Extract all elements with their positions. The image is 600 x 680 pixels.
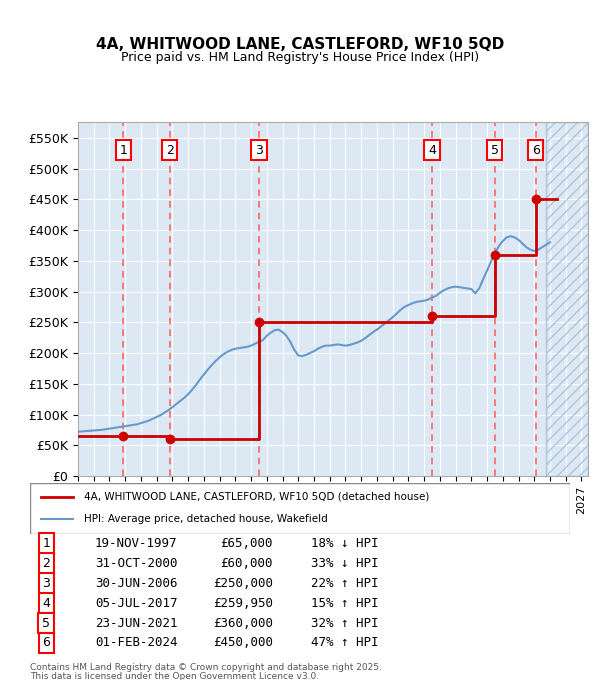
Text: £450,000: £450,000	[213, 636, 273, 649]
Text: 3: 3	[42, 577, 50, 590]
Text: 22% ↑ HPI: 22% ↑ HPI	[311, 577, 379, 590]
Text: 6: 6	[42, 636, 50, 649]
Text: £250,000: £250,000	[213, 577, 273, 590]
Text: 01-FEB-2024: 01-FEB-2024	[95, 636, 178, 649]
Text: 1: 1	[119, 143, 127, 156]
Text: £259,950: £259,950	[213, 597, 273, 610]
Text: 2: 2	[42, 557, 50, 570]
Text: 5: 5	[42, 617, 50, 630]
Text: 3: 3	[255, 143, 263, 156]
FancyBboxPatch shape	[30, 483, 570, 534]
Text: 47% ↑ HPI: 47% ↑ HPI	[311, 636, 379, 649]
Text: 15% ↑ HPI: 15% ↑ HPI	[311, 597, 379, 610]
Text: 4: 4	[428, 143, 436, 156]
Text: 4A, WHITWOOD LANE, CASTLEFORD, WF10 5QD (detached house): 4A, WHITWOOD LANE, CASTLEFORD, WF10 5QD …	[84, 492, 430, 502]
Text: Price paid vs. HM Land Registry's House Price Index (HPI): Price paid vs. HM Land Registry's House …	[121, 51, 479, 64]
Text: £360,000: £360,000	[213, 617, 273, 630]
Text: 31-OCT-2000: 31-OCT-2000	[95, 557, 178, 570]
Text: 23-JUN-2021: 23-JUN-2021	[95, 617, 178, 630]
Text: 05-JUL-2017: 05-JUL-2017	[95, 597, 178, 610]
Text: 1: 1	[42, 537, 50, 550]
Text: 4: 4	[42, 597, 50, 610]
Text: 19-NOV-1997: 19-NOV-1997	[95, 537, 178, 550]
Text: 33% ↓ HPI: 33% ↓ HPI	[311, 557, 379, 570]
Text: HPI: Average price, detached house, Wakefield: HPI: Average price, detached house, Wake…	[84, 513, 328, 524]
Text: 18% ↓ HPI: 18% ↓ HPI	[311, 537, 379, 550]
Text: This data is licensed under the Open Government Licence v3.0.: This data is licensed under the Open Gov…	[30, 672, 319, 680]
Text: Contains HM Land Registry data © Crown copyright and database right 2025.: Contains HM Land Registry data © Crown c…	[30, 663, 382, 672]
Text: 32% ↑ HPI: 32% ↑ HPI	[311, 617, 379, 630]
Text: 5: 5	[491, 143, 499, 156]
Text: 6: 6	[532, 143, 539, 156]
Text: £60,000: £60,000	[221, 557, 273, 570]
Bar	[546, 122, 588, 476]
Text: 2: 2	[166, 143, 173, 156]
Text: £65,000: £65,000	[221, 537, 273, 550]
Text: 4A, WHITWOOD LANE, CASTLEFORD, WF10 5QD: 4A, WHITWOOD LANE, CASTLEFORD, WF10 5QD	[96, 37, 504, 52]
Text: 30-JUN-2006: 30-JUN-2006	[95, 577, 178, 590]
